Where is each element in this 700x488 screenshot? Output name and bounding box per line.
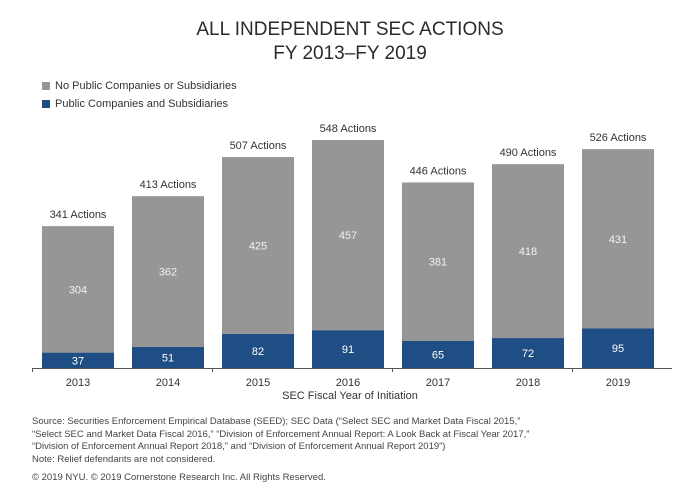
x-axis-title: SEC Fiscal Year of Initiation xyxy=(282,390,418,402)
bar-segment-public xyxy=(222,333,294,368)
bar-segment-public xyxy=(132,346,204,368)
chart-title: ALL INDEPENDENT SEC ACTIONS xyxy=(196,19,504,40)
legend-swatch-blue xyxy=(42,100,50,108)
bar-segment-no-public xyxy=(402,182,474,341)
bar-segment-no-public xyxy=(312,140,384,331)
data-label-no-public: 425 xyxy=(249,240,267,252)
x-tick-label: 2016 xyxy=(336,377,360,389)
legend-item-public: Public Companies and Subsidiaries xyxy=(42,95,237,113)
total-label: 446 Actions xyxy=(410,165,467,177)
total-label: 490 Actions xyxy=(500,147,557,159)
bar-segment-public xyxy=(582,328,654,368)
bar-segment-no-public xyxy=(132,196,204,347)
data-label-no-public: 431 xyxy=(609,234,627,246)
bar-segment-public xyxy=(402,340,474,368)
legend: No Public Companies or Subsidiaries Publ… xyxy=(42,77,237,113)
data-label-public: 65 xyxy=(432,349,444,361)
legend-label: Public Companies and Subsidiaries xyxy=(55,98,229,110)
data-label-public: 82 xyxy=(252,346,264,358)
x-tick-label: 2017 xyxy=(426,377,450,389)
x-tick-label: 2015 xyxy=(246,377,270,389)
data-label-public: 72 xyxy=(522,348,534,360)
data-label-public: 37 xyxy=(72,355,84,367)
total-label: 413 Actions xyxy=(140,179,197,191)
total-label: 341 Actions xyxy=(50,209,107,221)
total-label: 526 Actions xyxy=(590,132,647,144)
data-label-public: 51 xyxy=(162,352,174,364)
bar-segment-no-public xyxy=(42,226,114,353)
data-label-no-public: 381 xyxy=(429,257,447,269)
x-tick-label: 2014 xyxy=(156,377,180,389)
data-label-public: 95 xyxy=(612,343,624,355)
copyright: © 2019 NYU. © 2019 Cornerstone Research … xyxy=(32,472,326,483)
bar-segment-public xyxy=(492,338,564,368)
data-label-no-public: 418 xyxy=(519,246,537,258)
source-line: “Select SEC and Market Data Fiscal 2016,… xyxy=(32,428,530,440)
x-tick-label: 2019 xyxy=(606,377,630,389)
note-line: Note: Relief defendants are not consider… xyxy=(32,453,216,465)
legend-label: No Public Companies or Subsidiaries xyxy=(55,80,237,92)
x-tick-label: 2018 xyxy=(516,377,540,389)
x-tick-label: 2013 xyxy=(66,377,90,389)
chart-plot: 37 304 341 Actions 2013 51 362 413 Actions 2014… xyxy=(32,123,672,389)
bar-segment-no-public xyxy=(582,149,654,329)
source-line: “Division of Enforcement Annual Report 2… xyxy=(32,441,446,452)
source-line: Source: Securities Enforcement Empirical… xyxy=(32,416,521,427)
total-label: 548 Actions xyxy=(320,123,377,135)
data-label-no-public: 457 xyxy=(339,230,357,242)
bar-segment-no-public xyxy=(492,164,564,339)
bar-segment-public xyxy=(312,330,384,368)
bar-segment-no-public xyxy=(222,157,294,334)
chart-subtitle: FY 2013–FY 2019 xyxy=(273,43,427,64)
total-label: 507 Actions xyxy=(230,140,287,152)
data-label-public: 91 xyxy=(342,344,354,356)
bar-segment-public xyxy=(42,352,114,368)
source-notes: Source: Securities Enforcement Empirical… xyxy=(32,416,529,485)
legend-item-no-public: No Public Companies or Subsidiaries xyxy=(42,77,237,95)
legend-swatch-gray xyxy=(42,82,50,90)
data-label-no-public: 304 xyxy=(69,284,87,296)
data-label-no-public: 362 xyxy=(159,266,177,278)
